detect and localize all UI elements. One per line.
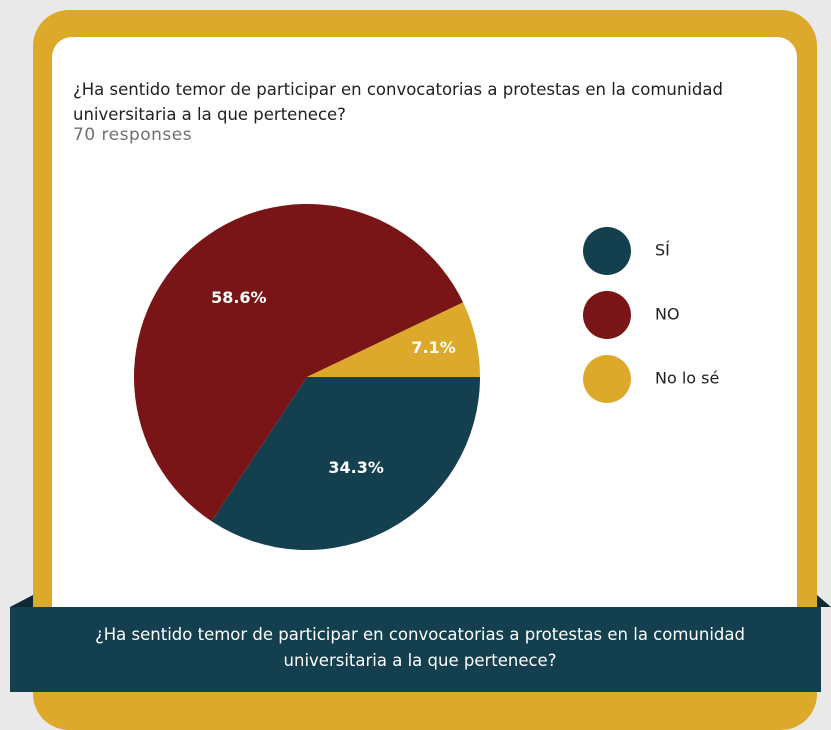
banner-fold — [10, 595, 33, 607]
value-label: 7.1% — [411, 338, 455, 357]
legend-swatch — [583, 355, 631, 403]
legend-label: No lo sé — [655, 369, 719, 388]
chart: 34.3% 58.6% 7.1% SÍ NO No lo sé — [134, 203, 719, 550]
value-label: 34.3% — [328, 458, 384, 477]
pie-slice — [307, 302, 480, 377]
legend-swatch — [583, 291, 631, 339]
caption: ¿Ha sentido temor de participar en convo… — [95, 625, 745, 670]
banner-fold — [817, 595, 831, 607]
value-label: 58.6% — [211, 288, 267, 307]
pie-slice — [134, 203, 464, 522]
legend-label: NO — [655, 305, 680, 324]
chart-title: ¿Ha sentido temor de participar en convo… — [73, 80, 723, 124]
chart-subtitle: 70 responses — [73, 125, 193, 145]
pie-slice — [211, 377, 481, 550]
legend-label: SÍ — [655, 241, 670, 260]
legend-swatch — [583, 227, 631, 275]
banner — [10, 607, 821, 692]
page: ¿Ha sentido temor de participar en convo… — [10, 10, 831, 730]
